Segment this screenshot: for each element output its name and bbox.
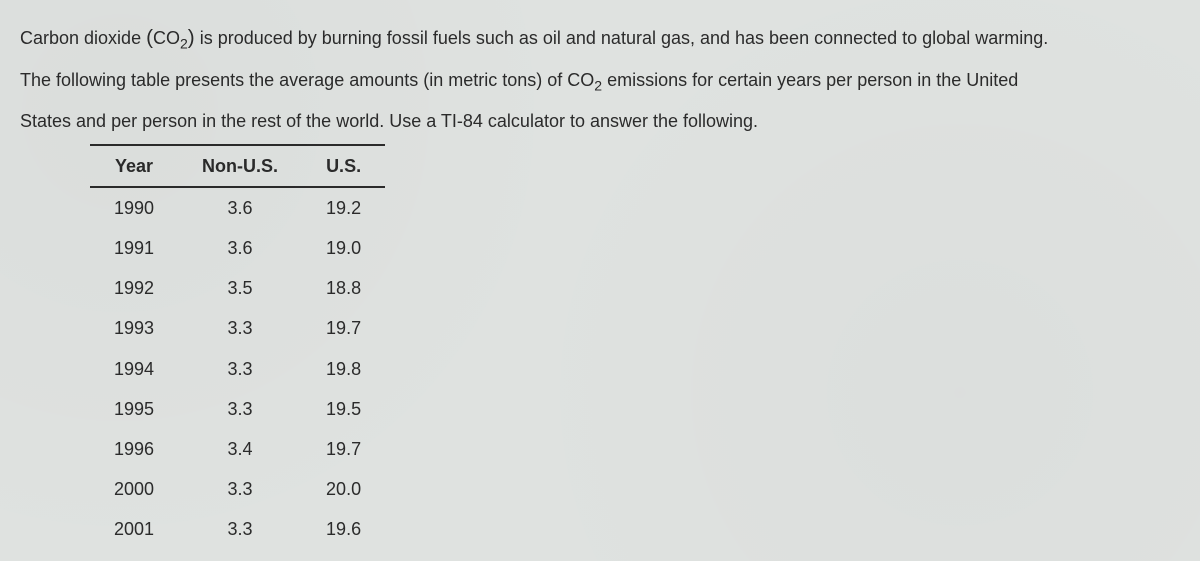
intro-line-3: States and per person in the rest of the… [20,104,1180,138]
cell-year: 1993 [90,308,178,348]
cell-year: 1994 [90,349,178,389]
cell-year: 2000 [90,469,178,509]
cell-nonus: 3.6 [178,187,302,228]
table-row: 1992 3.5 18.8 [90,268,385,308]
co2-close-paren: ) [188,26,195,49]
table-header-row: Year Non-U.S. U.S. [90,145,385,187]
cell-year: 1991 [90,228,178,268]
intro-text: emissions for certain years per person i… [602,70,1018,90]
cell-nonus: 3.6 [178,228,302,268]
table-row: 1996 3.4 19.7 [90,429,385,469]
cell-us: 19.0 [302,550,385,561]
table-row: 2000 3.3 20.0 [90,469,385,509]
cell-us: 19.7 [302,429,385,469]
table-row: 1995 3.3 19.5 [90,389,385,429]
col-header-us: U.S. [302,145,385,187]
co2-base: CO [153,28,180,48]
cell-year: 1996 [90,429,178,469]
cell-year: 2001 [90,509,178,549]
cell-us: 19.0 [302,228,385,268]
cell-us: 19.7 [302,308,385,348]
cell-nonus: 3.3 [178,308,302,348]
cell-nonus: 3.4 [178,429,302,469]
cell-us: 18.8 [302,268,385,308]
table-row: 1991 3.6 19.0 [90,228,385,268]
co2-table: Year Non-U.S. U.S. 1990 3.6 19.2 1991 3.… [90,144,385,561]
cell-year: 1992 [90,268,178,308]
cell-us: 19.6 [302,509,385,549]
cell-nonus: 3.3 [178,469,302,509]
cell-nonus: 3.3 [178,349,302,389]
table-row: 2006 3.7 19.0 [90,550,385,561]
data-table-wrap: Year Non-U.S. U.S. 1990 3.6 19.2 1991 3.… [90,144,1180,561]
co2-sub: 2 [180,36,188,52]
table-row: 1993 3.3 19.7 [90,308,385,348]
cell-us: 20.0 [302,469,385,509]
table-row: 1994 3.3 19.8 [90,349,385,389]
intro-text: The following table presents the average… [20,70,567,90]
table-row: 1990 3.6 19.2 [90,187,385,228]
col-header-nonus: Non-U.S. [178,145,302,187]
intro-text: States and per person in the rest of the… [20,111,758,131]
intro-line-2: The following table presents the average… [20,63,1180,97]
table-row: 2001 3.3 19.6 [90,509,385,549]
cell-year: 2006 [90,550,178,561]
cell-us: 19.5 [302,389,385,429]
intro-text: Carbon dioxide [20,28,146,48]
intro-line-1: Carbon dioxide (CO2) is produced by burn… [20,18,1180,57]
co2-base: CO [567,70,594,90]
cell-nonus: 3.3 [178,389,302,429]
co2-open-paren: ( [146,26,153,49]
cell-year: 1990 [90,187,178,228]
cell-us: 19.8 [302,349,385,389]
cell-nonus: 3.3 [178,509,302,549]
cell-nonus: 3.7 [178,550,302,561]
intro-text: is produced by burning fossil fuels such… [195,28,1049,48]
co2-sub: 2 [594,78,602,94]
cell-year: 1995 [90,389,178,429]
col-header-year: Year [90,145,178,187]
cell-us: 19.2 [302,187,385,228]
cell-nonus: 3.5 [178,268,302,308]
